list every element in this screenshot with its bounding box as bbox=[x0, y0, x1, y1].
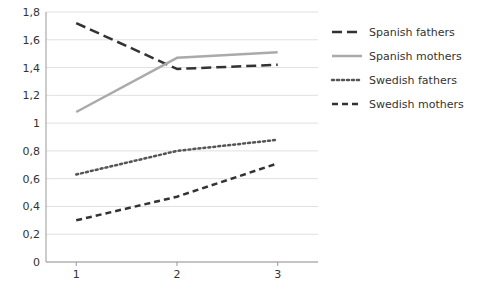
grid-line bbox=[46, 206, 318, 207]
x-tick bbox=[176, 262, 177, 266]
grid-line bbox=[46, 178, 318, 179]
y-tick-label: 0,8 bbox=[23, 145, 41, 158]
chart-container: 0 0,2 0,4 0,6 0,8 1 1,2 1,4 1,6 1,8 1 2 3 Spanish fat… bbox=[0, 0, 500, 292]
x-tick bbox=[277, 262, 278, 266]
grid-line bbox=[46, 262, 318, 263]
grid-line bbox=[46, 150, 318, 151]
y-tick-label: 1,6 bbox=[23, 34, 41, 47]
grid-line bbox=[46, 39, 318, 40]
x-tick bbox=[76, 262, 77, 266]
series-line bbox=[76, 163, 277, 220]
legend-label: Swedish fathers bbox=[369, 74, 457, 87]
legend-swatch bbox=[332, 31, 362, 34]
plot-lines bbox=[76, 23, 277, 220]
legend-swatch bbox=[332, 79, 362, 82]
legend-swatch bbox=[332, 55, 362, 58]
legend-label: Spanish mothers bbox=[369, 50, 462, 63]
legend-swatch bbox=[332, 103, 362, 106]
y-tick-label: 0,6 bbox=[23, 173, 41, 186]
grid bbox=[46, 12, 318, 262]
grid-line bbox=[46, 12, 318, 13]
y-tick-label: 0,4 bbox=[23, 200, 41, 213]
series-line bbox=[76, 52, 277, 112]
series-line bbox=[76, 23, 277, 69]
x-axis-line bbox=[46, 262, 318, 263]
legend-label: Swedish mothers bbox=[369, 98, 464, 111]
y-tick-label: 1 bbox=[33, 117, 40, 130]
y-axis-line bbox=[46, 12, 47, 262]
y-tick-label: 1,4 bbox=[23, 62, 41, 75]
chart-svg: 0 0,2 0,4 0,6 0,8 1 1,2 1,4 1,6 1,8 1 2 3 Spanish fat… bbox=[0, 0, 500, 292]
grid-line bbox=[46, 123, 318, 124]
legend-label: Spanish fathers bbox=[369, 26, 455, 39]
y-tick-label: 0 bbox=[33, 256, 40, 269]
series-line bbox=[76, 140, 277, 175]
y-tick-label: 0,2 bbox=[23, 228, 41, 241]
axes: 0 0,2 0,4 0,6 0,8 1 1,2 1,4 1,6 1,8 1 2 3 bbox=[23, 6, 319, 281]
legend: Spanish fathers Spanish mothers Swedish fa… bbox=[332, 26, 464, 111]
y-tick-label: 1,2 bbox=[23, 89, 41, 102]
grid-line bbox=[46, 95, 318, 96]
grid-line bbox=[46, 234, 318, 235]
x-tick-label: 3 bbox=[274, 268, 281, 281]
grid-line bbox=[46, 67, 318, 68]
x-tick-label: 1 bbox=[73, 268, 80, 281]
y-tick-label: 1,8 bbox=[23, 6, 41, 19]
x-tick-label: 2 bbox=[173, 268, 180, 281]
